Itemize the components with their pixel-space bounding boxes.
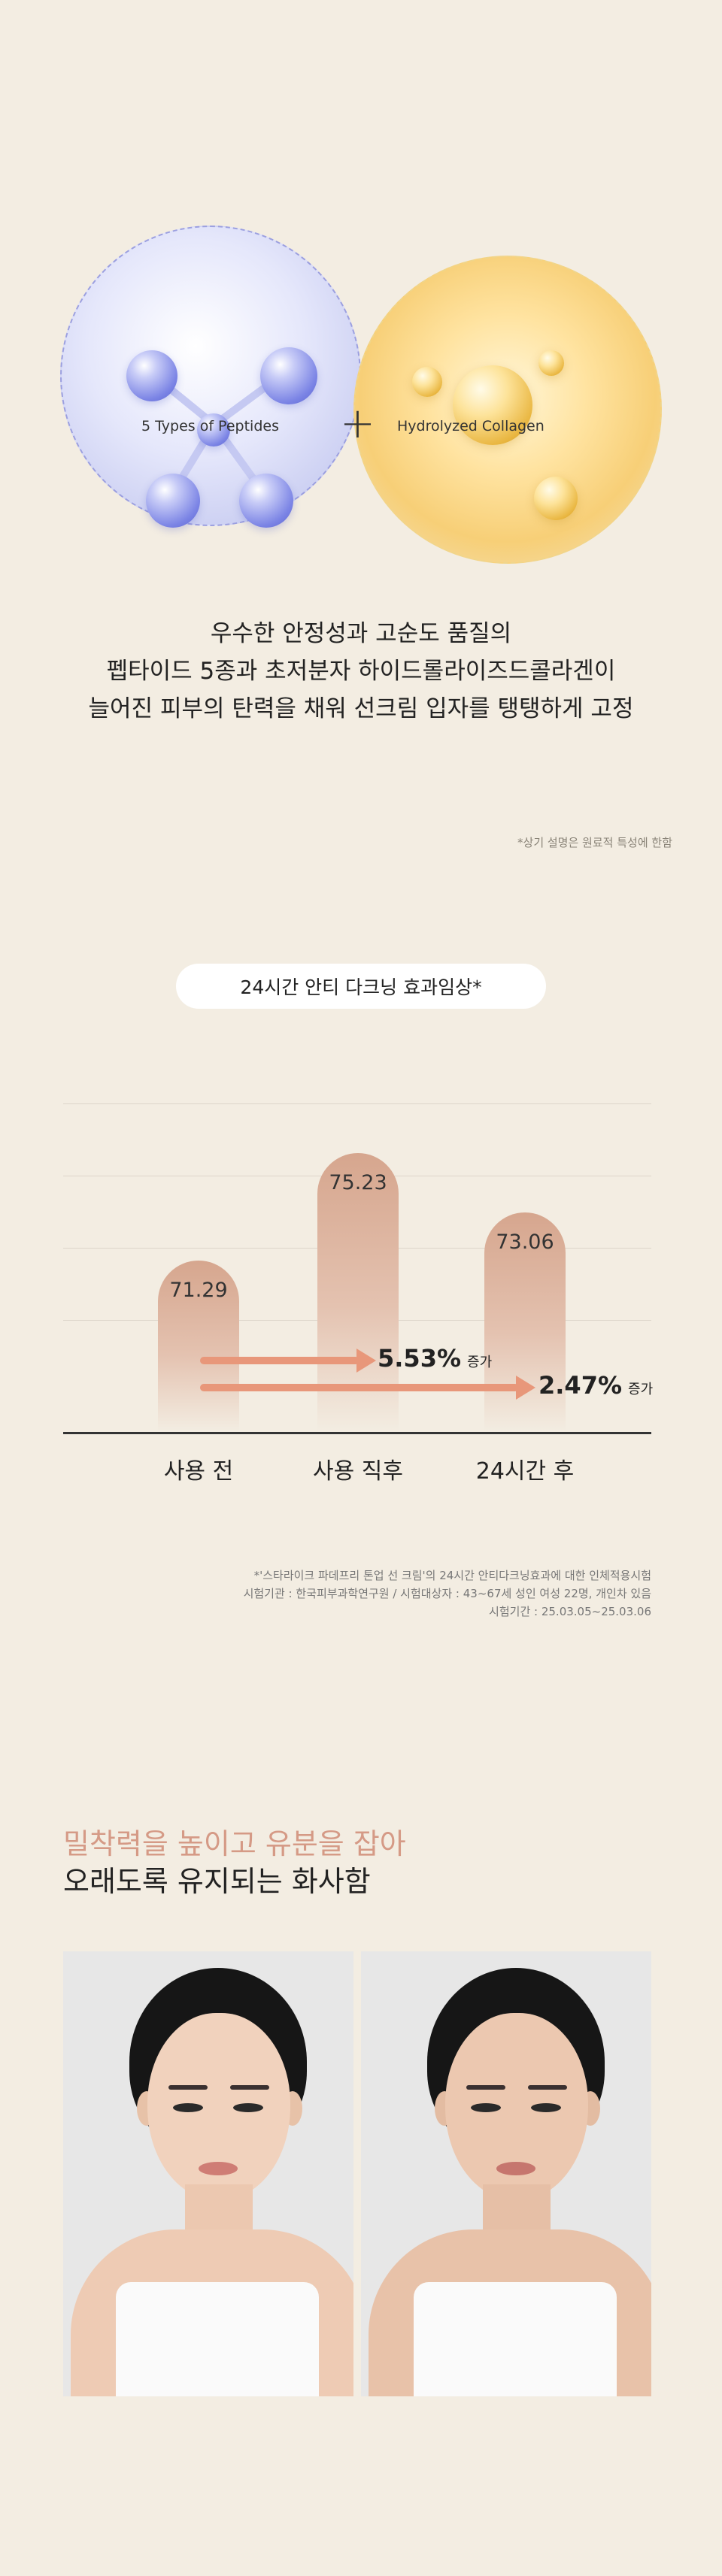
headline-line-2: 펩타이드 5종과 초저분자 하이드롤라이즈드콜라겐이 (0, 652, 722, 690)
eye (173, 2103, 203, 2112)
eye (531, 2103, 561, 2112)
plus-icon: + (340, 403, 375, 445)
section-subtitle: 밀착력을 높이고 유분을 잡아 (63, 1821, 406, 1862)
peptide-label: 5 Types of Peptides (141, 418, 279, 434)
headline-line-1: 우수한 안정성과 고순도 품질의 (0, 615, 722, 652)
model-photo-after (361, 1951, 651, 2396)
lips (496, 2162, 535, 2175)
collagen-satellite-2 (538, 350, 564, 376)
increase-value-1: 5.53% (378, 1344, 461, 1373)
ingredient-note: *상기 설명은 원료적 특성에 한함 (517, 834, 672, 850)
increase-label-1: 5.53% 증가 (378, 1344, 492, 1373)
section-title: 오래도록 유지되는 화사함 (63, 1858, 371, 1899)
headline-line-3: 늘어진 피부의 탄력을 채워 선크림 입자를 탱탱하게 고정 (0, 690, 722, 728)
peptide-atom-4 (146, 474, 200, 528)
peptide-atom-5 (239, 474, 293, 528)
eye (233, 2103, 263, 2112)
tank-top (116, 2282, 319, 2396)
footnote-line-3: 시험기간 : 25.03.05~25.03.06 (244, 1603, 651, 1621)
increase-arrowhead-1 (356, 1349, 376, 1373)
eyebrow (466, 2085, 505, 2090)
peptide-atom-2 (260, 347, 317, 404)
eye (471, 2103, 501, 2112)
chart-title: 24시간 안티 다크닝 효과임상* (176, 964, 546, 1009)
x-axis (63, 1432, 651, 1434)
peptide-atom-1 (126, 350, 177, 401)
bar-value-label: 71.29 (158, 1279, 239, 1302)
bar-value-label: 73.06 (484, 1230, 566, 1254)
collagen-satellite-3 (534, 477, 578, 520)
footnote-line-2: 시험기관 : 한국피부과학연구원 / 시험대상자 : 43~67세 성인 여성 … (244, 1585, 651, 1603)
x-label-after: 사용 직후 (283, 1452, 433, 1485)
increase-value-2: 2.47% (538, 1371, 622, 1400)
footnote-line-1: *'스타라이크 파데프리 톤업 선 크림'의 24시간 안티다크닝효과에 대한 … (244, 1566, 651, 1585)
lips (199, 2162, 238, 2175)
bar-value-label: 75.23 (317, 1171, 399, 1194)
clinical-footnote: *'스타라이크 파데프리 톤업 선 크림'의 24시간 안티다크닝효과에 대한 … (244, 1566, 651, 1621)
x-label-before: 사용 전 (123, 1452, 274, 1485)
increase-arrow-1 (200, 1357, 359, 1364)
tank-top (414, 2282, 617, 2396)
increase-suffix-1: 증가 (467, 1355, 492, 1370)
model-photo-before (63, 1951, 353, 2396)
headline: 우수한 안정성과 고순도 품질의 펩타이드 5종과 초저분자 하이드롤라이즈드콜… (0, 615, 722, 728)
eyebrow (528, 2085, 567, 2090)
increase-label-2: 2.47% 증가 (538, 1371, 653, 1400)
eyebrow (230, 2085, 269, 2090)
x-label-24h: 24시간 후 (450, 1452, 600, 1485)
increase-suffix-2: 증가 (628, 1382, 653, 1397)
collagen-label: Hydrolyzed Collagen (397, 418, 545, 434)
eyebrow (168, 2085, 208, 2090)
grid-line (63, 1103, 651, 1104)
increase-arrowhead-2 (516, 1376, 535, 1400)
increase-arrow-2 (200, 1384, 519, 1391)
collagen-satellite-1 (412, 367, 442, 397)
